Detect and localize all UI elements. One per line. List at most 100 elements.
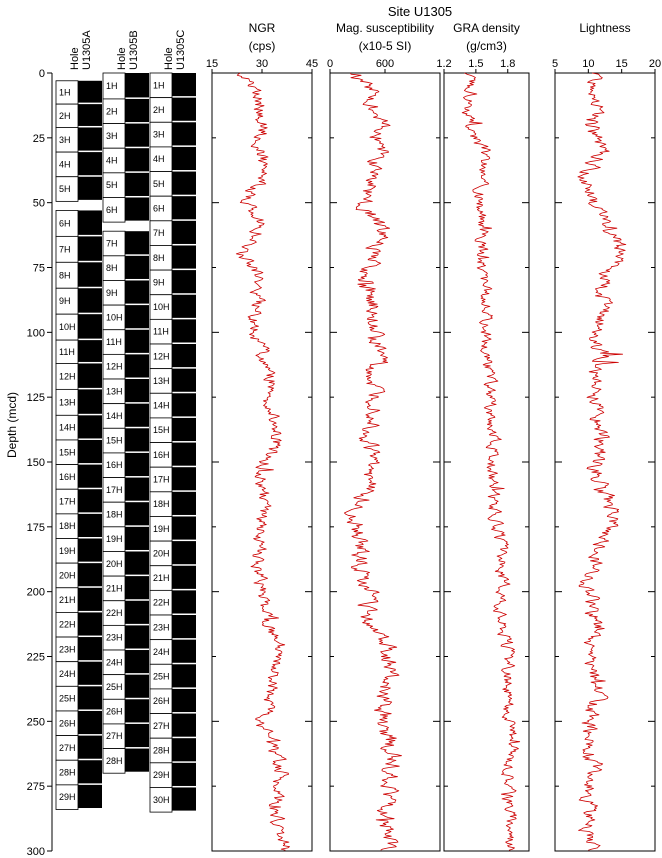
core-name: 30H	[153, 795, 170, 805]
core-interval: 9H	[102, 280, 149, 306]
hole-column: HoleU1305B 1H 2H 3H 4H 5H 6H 7H 8H 9H 10H 11H 12H 13H…	[102, 30, 149, 774]
core-interval: 17H	[102, 477, 149, 503]
core-interval: 23H	[55, 636, 102, 663]
core-interval: 2H	[102, 98, 149, 124]
x-tick-label: 20	[649, 58, 661, 70]
core-name: 24H	[153, 647, 170, 657]
core-interval: 25H	[102, 674, 149, 700]
core-name: 29H	[153, 770, 170, 780]
core-interval: 4H	[55, 151, 102, 178]
core-name: 17H	[153, 475, 170, 485]
core-name: 12H	[106, 362, 123, 372]
core-interval: 6H	[55, 210, 102, 237]
core-name: 15H	[106, 436, 123, 446]
core-interval: 20H	[55, 562, 102, 589]
core-interval: 10H	[149, 294, 196, 320]
core-recovery-bar	[78, 127, 102, 151]
core-recovery-bar	[172, 639, 196, 663]
core-name: 4H	[153, 154, 165, 164]
core-recovery-bar	[172, 664, 196, 688]
x-tick-label: 1.8	[500, 58, 515, 70]
core-recovery-bar	[78, 587, 102, 611]
core-recovery-bar	[78, 80, 102, 103]
core-name: 4H	[106, 156, 118, 166]
hole-label-line: U1305A	[81, 30, 93, 70]
core-recovery-bar	[78, 210, 102, 235]
core-name: 19H	[106, 534, 123, 544]
core-name: 7H	[153, 228, 165, 238]
core-recovery-bar	[172, 393, 196, 417]
core-recovery-bar	[125, 280, 149, 304]
core-name: 2H	[59, 111, 71, 121]
core-recovery-bar	[78, 104, 102, 126]
core-recovery-bar	[78, 637, 102, 661]
core-name: 7H	[59, 244, 71, 254]
core-recovery-bar	[125, 674, 149, 698]
core-recovery-bar	[125, 379, 149, 403]
core-interval: 1H	[149, 72, 196, 99]
hole-column: HoleU1305A 1H 2H 3H 4H 5H 6H 7H 8H 9H 10H 11H 12H 13H…	[55, 30, 102, 810]
core-interval: 26H	[149, 688, 196, 714]
core-interval: 20H	[149, 540, 196, 567]
log-panel: Lightness 5 10 15 20	[552, 21, 661, 852]
core-interval: 5H	[149, 171, 196, 197]
core-interval: 19H	[102, 526, 149, 552]
core-name: 29H	[59, 792, 76, 802]
core-recovery-bar	[78, 784, 102, 809]
core-name: 26H	[106, 707, 123, 717]
core-recovery-bar	[172, 442, 196, 466]
hole-label: HoleU1305C	[163, 30, 187, 70]
depth-tick-label: 250	[27, 716, 45, 728]
core-interval: 3H	[149, 121, 196, 148]
depth-tick-label: 300	[27, 846, 45, 858]
core-interval: 12H	[55, 363, 102, 390]
core-name: 24H	[106, 657, 123, 667]
core-recovery-bar	[125, 477, 149, 501]
core-interval: 16H	[149, 442, 196, 468]
core-recovery-columns: HoleU1305A1H2H3H4H5H6H7H8H9H10H11H12H13H…	[55, 30, 196, 813]
core-interval: 19H	[55, 538, 102, 564]
core-name: 8H	[153, 253, 165, 263]
depth-tick-label: 275	[27, 781, 45, 793]
core-recovery-bar	[78, 152, 102, 176]
core-recovery-bar	[125, 723, 149, 748]
core-recovery-bar	[172, 245, 196, 269]
core-recovery-bar	[78, 686, 102, 710]
log-panel: Mag. susceptibility (x10-5 SI) 0 600	[327, 21, 441, 852]
core-name: 12H	[153, 351, 170, 361]
core-interval: 11H	[149, 318, 196, 345]
core-recovery-bar	[172, 73, 196, 97]
panel-unit: (g/cm3)	[466, 39, 507, 53]
core-recovery-bar	[125, 576, 149, 600]
core-interval: 8H	[102, 255, 149, 281]
core-interval: 2H	[55, 103, 102, 128]
core-interval: 9H	[149, 269, 196, 296]
core-interval: 15H	[102, 427, 149, 454]
core-interval: 24H	[149, 639, 196, 665]
core-name: 18H	[59, 521, 76, 531]
core-name: 2H	[106, 106, 118, 116]
core-interval: 2H	[149, 97, 196, 123]
core-interval: 14H	[55, 414, 102, 441]
core-name: 23H	[153, 622, 170, 632]
core-interval: 1H	[102, 72, 149, 100]
core-name: 27H	[59, 743, 76, 753]
core-name: 21H	[106, 583, 123, 593]
core-recovery-bar	[172, 294, 196, 318]
log-trace	[343, 72, 402, 851]
core-recovery-bar	[78, 176, 102, 200]
core-name: 3H	[153, 130, 165, 140]
core-name: 8H	[106, 263, 118, 273]
core-name: 9H	[153, 277, 165, 287]
core-recovery-bar	[125, 172, 149, 196]
core-recovery-bar	[78, 439, 102, 464]
core-name: 13H	[59, 397, 76, 407]
core-interval: 13H	[102, 378, 149, 405]
core-recovery-bar	[125, 748, 149, 772]
core-interval: 8H	[149, 245, 196, 271]
core-interval: 15H	[55, 439, 102, 465]
core-name: 28H	[59, 768, 76, 778]
core-recovery-bar	[78, 415, 102, 439]
core-recovery-bar	[78, 262, 102, 287]
